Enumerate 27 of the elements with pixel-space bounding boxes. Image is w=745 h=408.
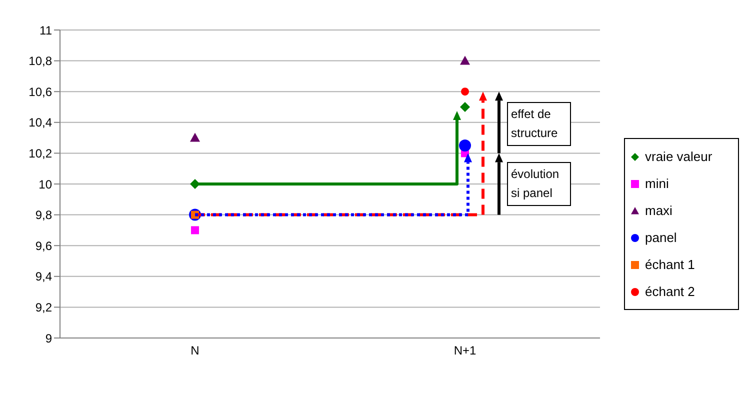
y-tick-label: 9,4 — [35, 270, 52, 284]
annotation: effet de structure — [507, 102, 571, 146]
annotation: évolution si panel — [507, 162, 571, 206]
legend-label: panel — [645, 230, 677, 245]
legend-label: échant 1 — [645, 257, 695, 272]
point — [459, 140, 471, 152]
point — [460, 56, 470, 65]
y-tick-label: 10,8 — [28, 54, 52, 68]
point — [461, 88, 469, 96]
legend-label: mini — [645, 176, 669, 191]
point — [460, 102, 470, 112]
point — [190, 132, 200, 142]
y-tick-label: 9 — [45, 331, 52, 346]
point — [191, 226, 199, 234]
legend-label: maxi — [645, 203, 672, 218]
y-tick-label: 9,2 — [35, 300, 52, 314]
legend-label: vraie valeur — [645, 149, 712, 164]
y-tick-label: 11 — [40, 23, 52, 38]
y-tick-label: 10 — [38, 177, 52, 192]
y-tick-label: 10,2 — [28, 146, 52, 160]
legend-label: échant 2 — [645, 284, 695, 299]
x-tick-label: N+1 — [454, 344, 476, 358]
x-tick-label: N — [190, 344, 200, 358]
y-tick-label: 9,6 — [35, 238, 52, 253]
y-tick-label: 9,8 — [35, 208, 52, 222]
y-tick-label: 10,4 — [28, 116, 52, 130]
y-tick-label: 10,6 — [28, 84, 52, 99]
